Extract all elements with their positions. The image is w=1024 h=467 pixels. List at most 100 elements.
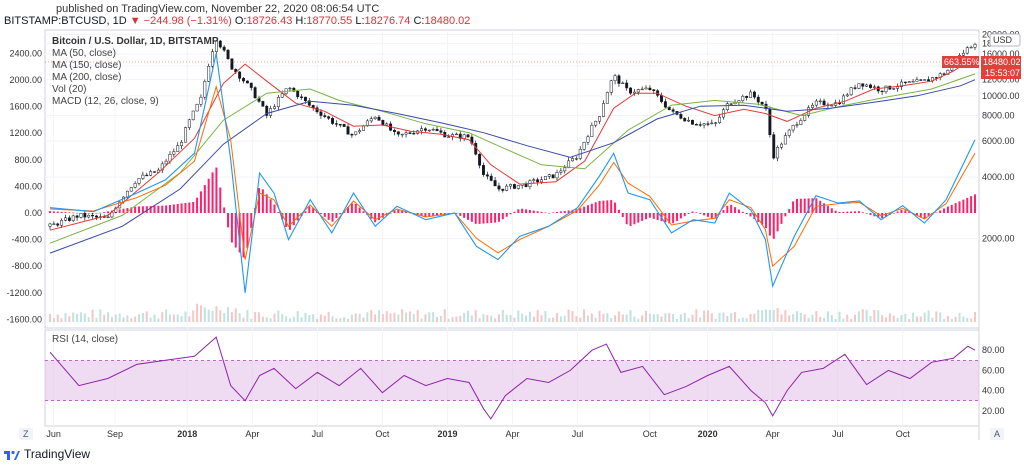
legend-ma50[interactable]: MA (50, close) (52, 48, 116, 59)
candle-body (300, 96, 304, 98)
legend-ma200[interactable]: MA (200, close) (52, 72, 121, 83)
macd-hist-bar (304, 211, 307, 213)
candle-body (338, 124, 342, 126)
macd-hist-bar (443, 213, 446, 215)
candle-body (756, 96, 760, 103)
candle-body (478, 153, 482, 166)
time-tick-label: Oct (896, 429, 911, 439)
volume-bar (857, 311, 860, 322)
candle-body (919, 79, 923, 81)
volume-bar (374, 314, 377, 322)
volume-bar (544, 310, 547, 322)
macd-hist-bar (145, 206, 148, 213)
open-value: 18726.43 (246, 15, 293, 27)
rsi-tick-label: 40.00 (982, 386, 1005, 396)
tradingview-logo[interactable]: TradingView (4, 447, 90, 461)
candle-body (551, 174, 555, 179)
macd-hist-bar (219, 187, 222, 213)
candle-body (261, 101, 265, 107)
macd-hist-bar (52, 211, 55, 213)
macd-hist-bar (679, 213, 682, 219)
macd-hist-bar (149, 206, 152, 213)
volume-bar (408, 311, 411, 322)
auto-scale-button[interactable] (990, 428, 1004, 440)
macd-hist-bar (637, 213, 640, 223)
currency-badge[interactable] (989, 33, 1021, 47)
legend-macd[interactable]: MACD (12, 26, close, 9) (52, 96, 159, 107)
macd-hist-bar (683, 213, 686, 217)
volume-bar (308, 314, 311, 322)
candle-body (706, 123, 710, 125)
macd-hist-bar (122, 208, 125, 213)
price-change: −244.98 (−1.31%) (143, 15, 232, 27)
candle-body (861, 83, 865, 87)
open-label: O: (234, 15, 247, 27)
candle-body (408, 132, 412, 134)
volume-bar (687, 318, 690, 322)
candle-body (644, 87, 648, 90)
candle-body (253, 87, 257, 99)
candle-body (884, 85, 888, 93)
volume-bar (211, 310, 214, 322)
volume-bars (49, 303, 976, 322)
volume-bar (765, 309, 768, 322)
volume-bar (610, 318, 613, 322)
candle-body (133, 183, 137, 188)
volume-bar (784, 310, 787, 322)
macd-hist-bar (730, 204, 733, 213)
candle-body (923, 79, 927, 81)
rsi-line (49, 336, 976, 420)
macd-hist-bar (68, 212, 71, 213)
volume-bar (149, 317, 152, 322)
symbol[interactable]: BITSTAMP:BTCUSD, 1D (4, 15, 127, 27)
legend-volume[interactable]: Vol (20) (52, 84, 86, 95)
volume-bar (606, 312, 609, 322)
volume-bar (699, 317, 702, 322)
low-value: 18276.74 (364, 15, 411, 27)
macd-hist-bar (165, 205, 168, 213)
volume-bar (416, 310, 419, 322)
volume-bar (64, 313, 67, 322)
volume-bar (664, 313, 667, 322)
macd-hist-bar (614, 202, 617, 213)
candle-body (536, 179, 540, 183)
volume-bar (559, 316, 562, 322)
volume-bar (347, 318, 350, 322)
candle-body (524, 183, 528, 187)
volume-bar (830, 315, 833, 322)
volume-bar (130, 318, 133, 322)
volume-bar (381, 314, 384, 322)
macd-hist-bar (966, 197, 969, 213)
macd-hist-bar (699, 213, 702, 214)
macd-hist-bar (203, 185, 206, 213)
candle-body (199, 96, 203, 105)
macd-hist-bar (242, 213, 245, 258)
price-tick-label: 2000.00 (982, 234, 1015, 244)
volume-bar (56, 314, 59, 322)
currency-label: USD (993, 35, 1013, 45)
macd-hist-bar (211, 172, 214, 213)
volume-bar (737, 318, 740, 322)
macd-signal-line (49, 84, 976, 268)
volume-bar (799, 312, 802, 322)
volume-bar (261, 316, 264, 322)
candle-body (145, 174, 149, 177)
volume-bar (590, 313, 593, 322)
candle-body (749, 91, 752, 98)
volume-bar (931, 317, 934, 322)
candle-body (965, 47, 969, 54)
macd-hist-bar (107, 211, 110, 213)
legend-ma150[interactable]: MA (150, close) (52, 60, 121, 71)
macd-hist-bar (250, 213, 253, 228)
volume-bar (161, 312, 164, 322)
legend-rsi[interactable]: RSI (14, close) (52, 334, 118, 345)
candle-body (176, 145, 180, 152)
volume-bar (691, 314, 694, 322)
candle-body (94, 215, 98, 218)
zoom-button[interactable] (19, 428, 33, 440)
macd-hist-bar (687, 213, 690, 214)
candle-body (571, 158, 574, 162)
time-tick-label: Apr (766, 429, 780, 439)
volume-bar (250, 318, 253, 322)
